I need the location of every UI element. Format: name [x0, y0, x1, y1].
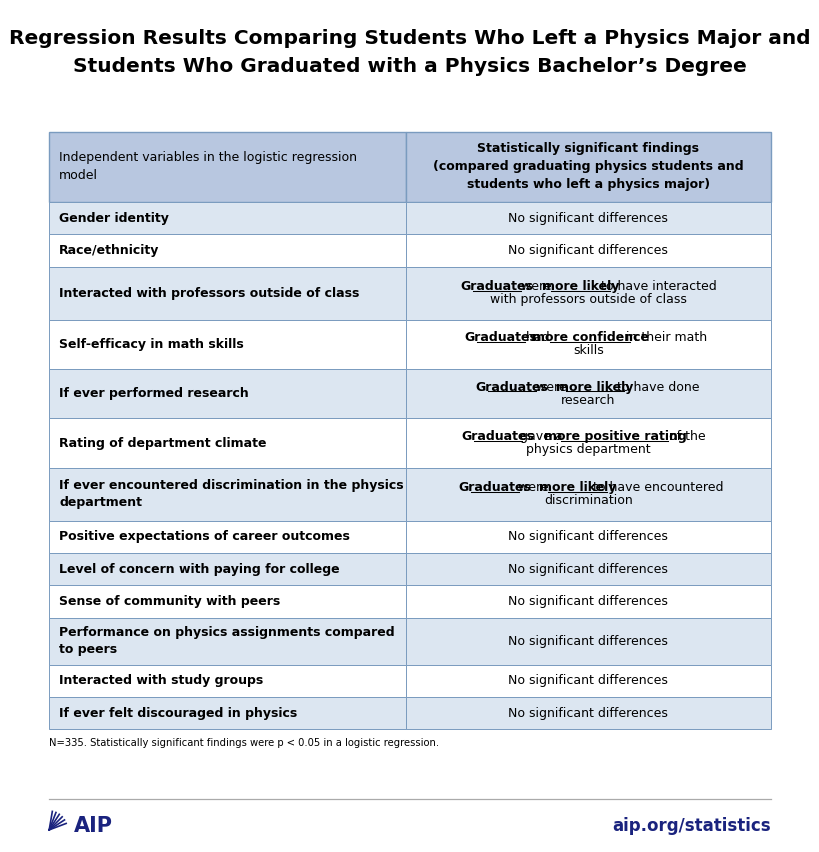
Text: Performance on physics assignments compared
to peers: Performance on physics assignments compa…: [59, 626, 394, 656]
Text: Graduates: Graduates: [458, 481, 531, 494]
Bar: [49, 521, 405, 553]
Bar: [405, 320, 770, 369]
Bar: [49, 697, 405, 729]
Text: No significant differences: No significant differences: [508, 530, 667, 544]
Text: No significant differences: No significant differences: [508, 562, 667, 576]
Bar: [49, 553, 405, 585]
Text: Sense of community with peers: Sense of community with peers: [59, 595, 280, 608]
Text: Interacted with study groups: Interacted with study groups: [59, 674, 263, 688]
Bar: [405, 665, 770, 697]
Text: aip.org/statistics: aip.org/statistics: [612, 817, 770, 836]
Bar: [405, 585, 770, 618]
Bar: [49, 369, 405, 418]
Text: discrimination: discrimination: [543, 494, 632, 507]
Text: Gender identity: Gender identity: [59, 211, 169, 225]
Text: If ever encountered discrimination in the physics
department: If ever encountered discrimination in th…: [59, 479, 403, 509]
Text: to have encountered: to have encountered: [589, 481, 723, 494]
Text: research: research: [560, 394, 615, 406]
Text: Students Who Graduated with a Physics Bachelor’s Degree: Students Who Graduated with a Physics Ba…: [73, 57, 746, 76]
Text: Statistically significant findings
(compared graduating physics students and
stu: Statistically significant findings (comp…: [432, 142, 743, 192]
Bar: [405, 418, 770, 468]
Text: No significant differences: No significant differences: [508, 211, 667, 225]
Bar: [49, 618, 405, 665]
Bar: [405, 234, 770, 267]
Bar: [405, 618, 770, 665]
Text: Race/ethnicity: Race/ethnicity: [59, 244, 159, 257]
Text: N=335. Statistically significant findings were p < 0.05 in a logistic regression: N=335. Statistically significant finding…: [49, 738, 439, 748]
Text: Graduates: Graduates: [464, 331, 537, 344]
Bar: [405, 369, 770, 418]
Text: Rating of department climate: Rating of department climate: [59, 436, 266, 450]
Text: No significant differences: No significant differences: [508, 244, 667, 257]
Text: were: were: [514, 481, 552, 494]
Text: No significant differences: No significant differences: [508, 635, 667, 648]
Text: were: were: [531, 381, 569, 394]
Bar: [49, 267, 405, 320]
Text: physics department: physics department: [526, 443, 649, 456]
Text: Self-efficacy in math skills: Self-efficacy in math skills: [59, 337, 243, 351]
Text: had: had: [521, 331, 553, 344]
Text: to have interacted: to have interacted: [596, 280, 716, 293]
Bar: [49, 585, 405, 618]
Bar: [49, 234, 405, 267]
Text: Graduates: Graduates: [460, 280, 533, 293]
Text: AIP: AIP: [74, 816, 113, 837]
Bar: [405, 553, 770, 585]
Text: in their math: in their math: [622, 331, 707, 344]
Bar: [405, 468, 770, 521]
Text: No significant differences: No significant differences: [508, 674, 667, 688]
Text: Graduates: Graduates: [475, 381, 548, 394]
Bar: [49, 132, 405, 202]
Bar: [405, 697, 770, 729]
Text: to have done: to have done: [613, 381, 699, 394]
Text: gave a: gave a: [516, 430, 566, 443]
Bar: [405, 521, 770, 553]
Text: of the: of the: [664, 430, 705, 443]
Text: If ever felt discouraged in physics: If ever felt discouraged in physics: [59, 706, 297, 720]
Text: more likely: more likely: [541, 280, 618, 293]
Text: more likely: more likely: [556, 381, 633, 394]
Bar: [49, 202, 405, 234]
Text: more likely: more likely: [538, 481, 616, 494]
Text: skills: skills: [572, 344, 603, 357]
Text: Graduates: Graduates: [461, 430, 533, 443]
Text: more confidence: more confidence: [531, 331, 648, 344]
Bar: [49, 418, 405, 468]
Text: were: were: [516, 280, 554, 293]
Text: No significant differences: No significant differences: [508, 706, 667, 720]
Text: Positive expectations of career outcomes: Positive expectations of career outcomes: [59, 530, 350, 544]
Text: Independent variables in the logistic regression
model: Independent variables in the logistic re…: [59, 152, 356, 182]
Bar: [405, 202, 770, 234]
Text: Interacted with professors outside of class: Interacted with professors outside of cl…: [59, 286, 359, 300]
Text: Level of concern with paying for college: Level of concern with paying for college: [59, 562, 339, 576]
Bar: [405, 267, 770, 320]
Bar: [405, 132, 770, 202]
Text: If ever performed research: If ever performed research: [59, 387, 248, 400]
Bar: [49, 468, 405, 521]
Text: Regression Results Comparing Students Who Left a Physics Major and: Regression Results Comparing Students Wh…: [9, 29, 810, 48]
Text: with professors outside of class: with professors outside of class: [489, 293, 686, 306]
Bar: [49, 320, 405, 369]
Text: No significant differences: No significant differences: [508, 595, 667, 608]
Text: more positive rating: more positive rating: [543, 430, 686, 443]
Bar: [49, 665, 405, 697]
